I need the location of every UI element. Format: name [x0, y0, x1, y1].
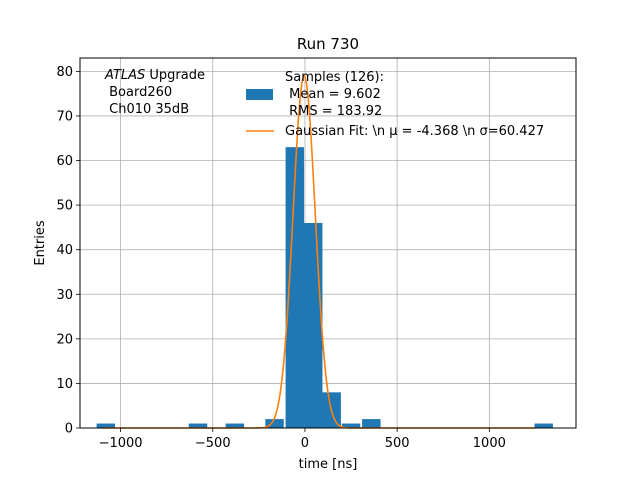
plot-frame: [79, 57, 577, 429]
legend-label-fit: Gaussian Fit: \n μ = -4.368 \n σ=60.427: [285, 124, 544, 139]
y-tick-label: 10: [56, 377, 73, 392]
x-tick-label: −500: [195, 436, 231, 451]
y-tick-label: 30: [56, 288, 73, 303]
y-tick-label: 50: [56, 199, 73, 214]
y-tick-label: 40: [56, 243, 73, 258]
histogram-bar: [225, 423, 245, 428]
chart-title: Run 730: [297, 35, 359, 53]
y-axis-title: Entries: [33, 220, 48, 266]
legend-label-samples: Samples (126): Mean = 9.602 RMS = 183.92: [285, 70, 384, 119]
histogram-bar: [265, 419, 284, 428]
annotation-line-3: Ch010 35dB: [105, 102, 189, 117]
histogram-bar: [341, 423, 361, 428]
histogram-bar: [534, 423, 553, 428]
atlas-annotation: ATLAS Upgrade Board260 Ch010 35dB: [104, 68, 205, 117]
legend-swatch-samples: [246, 89, 273, 100]
legend: Samples (126): Mean = 9.602 RMS = 183.92…: [246, 70, 544, 139]
histogram-bar: [362, 419, 381, 428]
histogram-bar: [304, 222, 323, 428]
annotation-line-1: ATLAS Upgrade: [104, 68, 205, 83]
annotation-line-2: Board260: [105, 85, 172, 100]
histogram-bars: [96, 147, 553, 429]
y-tick-label: 80: [56, 65, 73, 80]
axis-ticks: −1000 −500 0 500 1000 0 10 20 30 40 50 60 70 80: [56, 65, 505, 451]
histogram-bar: [188, 423, 208, 428]
x-axis-title: time [ns]: [299, 457, 358, 472]
histogram-bar: [285, 147, 305, 429]
x-tick-label: 1000: [473, 436, 506, 451]
x-tick-label: −1000: [99, 436, 143, 451]
x-tick-label: 0: [301, 436, 309, 451]
histogram-bar: [96, 423, 116, 428]
y-tick-label: 70: [56, 109, 73, 124]
y-tick-label: 20: [56, 332, 73, 347]
y-tick-label: 0: [65, 422, 73, 437]
y-tick-label: 60: [56, 154, 73, 169]
x-tick-label: 500: [385, 436, 410, 451]
